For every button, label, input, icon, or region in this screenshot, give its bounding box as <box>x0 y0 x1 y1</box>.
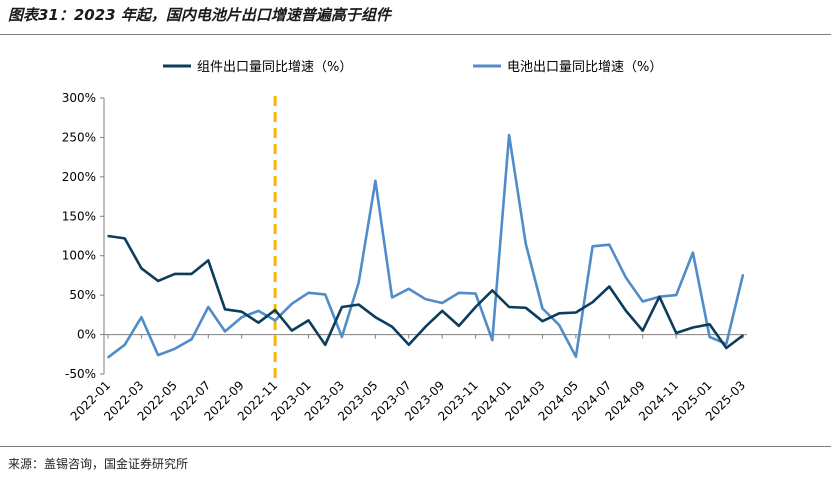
x-axis: 2022-012022-032022-052022-072022-092022-… <box>68 334 748 424</box>
data-point-s1 <box>357 303 360 306</box>
data-point-s1 <box>307 319 310 322</box>
data-point-s1 <box>692 326 694 329</box>
data-point-s1 <box>441 310 444 312</box>
data-point-s1 <box>107 235 109 237</box>
data-point-s2 <box>524 243 527 245</box>
data-point-s2 <box>441 302 444 304</box>
data-point-s1 <box>541 320 544 322</box>
data-point-s1 <box>123 237 126 240</box>
data-point-s2 <box>107 356 109 359</box>
data-point-s2 <box>558 324 560 326</box>
data-point-s1 <box>274 309 276 311</box>
y-tick-label: 50% <box>69 288 96 302</box>
data-point-s2 <box>591 245 594 248</box>
data-point-s2 <box>675 294 677 296</box>
source-note: 来源：盖锡咨询，国金证券研究所 <box>8 457 189 471</box>
data-point-s2 <box>407 288 410 290</box>
series-line-2 <box>107 133 745 359</box>
data-point-s1 <box>641 329 644 332</box>
data-point-s2 <box>474 292 477 295</box>
y-tick-label: 100% <box>62 249 96 263</box>
data-point-s2 <box>641 300 644 303</box>
data-point-s1 <box>608 285 611 288</box>
data-point-s1 <box>708 323 711 326</box>
y-tick-label: 0% <box>77 328 96 342</box>
data-point-s1 <box>140 267 143 270</box>
data-point-s2 <box>708 336 711 338</box>
data-point-s1 <box>341 306 343 308</box>
legend: 组件出口量同比增速（%） 电池出口量同比增速（%） <box>163 60 662 75</box>
data-point-s2 <box>391 296 393 299</box>
data-point-s1 <box>658 295 661 298</box>
data-point-s1 <box>508 306 510 308</box>
data-point-s1 <box>257 321 260 324</box>
data-point-s2 <box>174 347 176 350</box>
y-tick-label: 300% <box>62 91 96 105</box>
data-point-s2 <box>357 281 360 284</box>
data-point-s1 <box>324 344 327 346</box>
data-point-s1 <box>391 325 393 328</box>
data-point-s2 <box>274 319 276 322</box>
data-point-s1 <box>407 344 410 346</box>
data-point-s1 <box>424 325 427 328</box>
data-point-s1 <box>675 332 677 334</box>
data-point-s1 <box>474 306 477 308</box>
footer-divider <box>0 446 831 447</box>
data-point-s2 <box>575 355 577 358</box>
data-point-s1 <box>742 334 744 337</box>
series-line-1 <box>107 234 744 350</box>
data-point-s1 <box>240 310 243 313</box>
data-point-s2 <box>157 354 159 356</box>
data-point-s1 <box>591 301 594 304</box>
data-point-s2 <box>424 298 427 300</box>
data-point-s1 <box>625 310 627 312</box>
data-point-s1 <box>558 312 560 315</box>
data-point-s2 <box>508 134 510 136</box>
data-point-s2 <box>541 307 544 310</box>
data-point-s2 <box>240 316 243 319</box>
title-divider <box>0 34 831 35</box>
data-point-s2 <box>692 251 694 254</box>
data-point-s2 <box>257 310 260 312</box>
data-point-s1 <box>725 347 728 349</box>
y-tick-label: 150% <box>62 209 96 223</box>
data-point-s2 <box>374 180 377 182</box>
data-point-s2 <box>608 243 611 246</box>
data-point-s1 <box>291 329 293 332</box>
data-point-s2 <box>458 291 460 294</box>
legend-label-2: 电池出口量同比增速（%） <box>507 60 662 75</box>
data-point-s2 <box>140 316 143 319</box>
data-point-s1 <box>575 311 577 314</box>
y-tick-label: 200% <box>62 170 96 184</box>
data-point-s1 <box>458 325 460 327</box>
data-point-s2 <box>307 291 310 294</box>
data-point-s2 <box>491 339 494 341</box>
data-point-s1 <box>524 306 527 309</box>
data-point-s2 <box>123 344 126 346</box>
data-point-s2 <box>324 293 327 296</box>
legend-label-1: 组件出口量同比增速（%） <box>197 60 352 75</box>
data-point-s1 <box>491 289 494 292</box>
data-point-s2 <box>190 338 193 341</box>
data-point-s2 <box>291 303 293 305</box>
data-point-s1 <box>224 308 226 311</box>
y-tick-label: 250% <box>62 130 96 144</box>
data-point-s2 <box>341 336 343 338</box>
data-point-s2 <box>224 330 226 333</box>
data-point-s1 <box>374 316 377 319</box>
data-point-s1 <box>190 273 193 275</box>
y-axis: -50% 0% 50% 100% 150% 200% 250% 300% <box>62 91 105 381</box>
data-point-s2 <box>725 343 728 345</box>
data-point-s1 <box>157 280 159 282</box>
data-point-s2 <box>625 276 627 279</box>
data-point-s2 <box>742 273 744 276</box>
figure-title: 图表31：2023 年起，国内电池片出口增速普遍高于组件 <box>8 6 391 24</box>
data-point-s1 <box>207 259 210 262</box>
y-tick-label: -50% <box>65 367 96 381</box>
data-point-s2 <box>207 306 210 308</box>
series-layer <box>107 133 745 359</box>
data-point-s1 <box>174 273 176 275</box>
